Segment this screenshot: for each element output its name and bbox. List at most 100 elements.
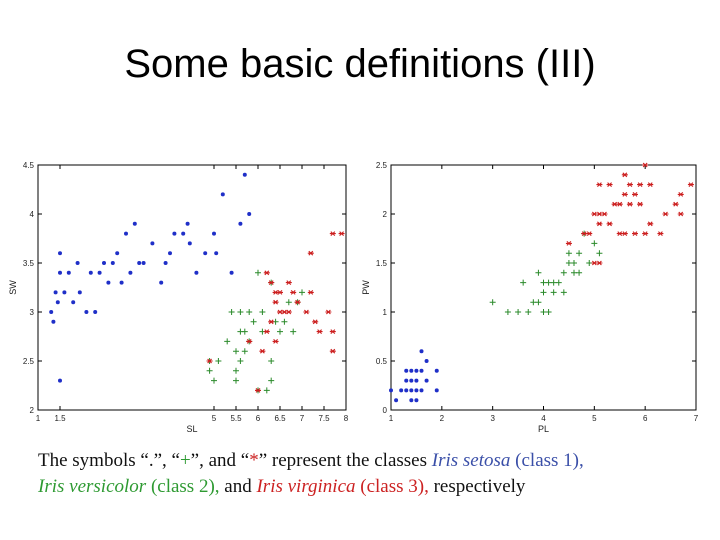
point-versicolor bbox=[560, 289, 567, 296]
point-setosa bbox=[399, 388, 404, 393]
point-virginica bbox=[329, 329, 336, 334]
caption-setosa-class: (class 1), bbox=[510, 450, 584, 471]
point-setosa bbox=[414, 388, 419, 393]
point-virginica bbox=[285, 280, 292, 285]
point-virginica bbox=[255, 388, 261, 393]
point-versicolor bbox=[545, 309, 552, 315]
point-virginica bbox=[263, 329, 270, 334]
point-setosa bbox=[84, 310, 89, 314]
point-setosa bbox=[181, 231, 186, 236]
point-setosa bbox=[414, 368, 419, 373]
point-setosa bbox=[62, 290, 67, 295]
point-virginica bbox=[626, 201, 633, 207]
x-tick-label: 6.5 bbox=[274, 414, 286, 423]
point-versicolor bbox=[550, 279, 557, 286]
caption-text-a: The symbols “.”, “ bbox=[38, 450, 180, 471]
x-tick-label: 6 bbox=[643, 414, 648, 423]
point-setosa bbox=[238, 221, 243, 226]
point-setosa bbox=[106, 280, 111, 285]
point-setosa bbox=[75, 261, 80, 265]
point-setosa bbox=[247, 212, 252, 216]
caption-versicolor-name: Iris versicolor bbox=[38, 476, 147, 497]
point-virginica bbox=[272, 299, 279, 305]
point-virginica bbox=[677, 192, 684, 197]
caption-star-symbol: * bbox=[249, 450, 259, 471]
caption-and: and bbox=[219, 476, 257, 497]
point-virginica bbox=[637, 182, 644, 187]
point-versicolor bbox=[560, 269, 567, 276]
point-setosa bbox=[424, 359, 429, 363]
x-axis-label: PL bbox=[538, 424, 549, 434]
point-virginica bbox=[338, 231, 345, 236]
y-axis-label: PW bbox=[361, 280, 371, 295]
point-setosa bbox=[242, 172, 247, 177]
point-versicolor bbox=[268, 358, 275, 364]
scatter-pl-pw: 1 2 3 4 5 6 7 0 0.5 1 1.5 2 2.5 PL PW bbox=[361, 161, 699, 434]
point-virginica bbox=[606, 221, 613, 227]
point-virginica bbox=[307, 250, 314, 256]
x-tick-label: 7.5 bbox=[318, 414, 330, 423]
point-setosa bbox=[185, 221, 190, 226]
point-setosa bbox=[419, 388, 424, 393]
point-versicolor bbox=[255, 269, 261, 276]
point-versicolor bbox=[281, 318, 288, 325]
point-virginica bbox=[657, 231, 664, 236]
point-setosa bbox=[58, 270, 62, 275]
point-setosa bbox=[409, 388, 414, 393]
point-versicolor bbox=[576, 269, 583, 276]
y-tick-label: 0.5 bbox=[376, 357, 388, 366]
point-setosa bbox=[53, 290, 58, 295]
x-tick-label: 5.5 bbox=[230, 414, 242, 423]
point-virginica bbox=[621, 172, 628, 178]
caption-setosa-name: Iris setosa bbox=[431, 450, 511, 471]
y-tick-label: 4 bbox=[30, 210, 35, 219]
point-virginica bbox=[596, 260, 603, 266]
point-virginica bbox=[637, 201, 644, 207]
y-tick-label: 3.5 bbox=[23, 259, 35, 268]
point-versicolor bbox=[268, 377, 275, 384]
plot-frame bbox=[390, 164, 697, 411]
caption-text-b: ”, and “ bbox=[190, 450, 250, 471]
point-virginica bbox=[687, 182, 694, 187]
point-versicolor bbox=[520, 279, 527, 286]
point-virginica bbox=[591, 260, 598, 266]
point-virginica bbox=[259, 348, 266, 354]
point-setosa bbox=[141, 261, 146, 265]
point-virginica bbox=[611, 201, 618, 207]
point-virginica bbox=[277, 290, 283, 295]
point-virginica bbox=[246, 339, 253, 344]
point-versicolor bbox=[290, 328, 297, 335]
x-axis-label: SL bbox=[186, 424, 197, 434]
point-setosa bbox=[414, 378, 419, 383]
point-versicolor bbox=[571, 260, 577, 266]
point-setosa bbox=[434, 368, 439, 373]
point-setosa bbox=[88, 270, 93, 275]
point-setosa bbox=[404, 368, 409, 373]
point-versicolor bbox=[591, 240, 598, 247]
point-versicolor bbox=[241, 328, 248, 335]
point-setosa bbox=[434, 388, 439, 393]
point-versicolor bbox=[515, 309, 522, 315]
point-virginica bbox=[606, 182, 613, 187]
point-virginica bbox=[596, 182, 603, 187]
x-tick-label: 8 bbox=[344, 414, 349, 423]
point-virginica bbox=[586, 231, 593, 236]
point-versicolor bbox=[545, 279, 552, 286]
point-setosa bbox=[93, 310, 98, 314]
point-setosa bbox=[212, 231, 216, 236]
point-virginica bbox=[303, 309, 310, 315]
point-setosa bbox=[389, 388, 393, 393]
point-versicolor bbox=[211, 377, 217, 384]
point-virginica bbox=[632, 231, 638, 236]
y-tick-label: 2 bbox=[383, 210, 388, 219]
point-setosa bbox=[214, 251, 219, 256]
point-virginica bbox=[672, 201, 679, 207]
x-tick-label: 1 bbox=[36, 414, 41, 423]
point-versicolor bbox=[530, 299, 537, 306]
point-versicolor bbox=[237, 358, 244, 364]
point-setosa bbox=[419, 349, 424, 354]
point-virginica bbox=[626, 182, 633, 187]
point-versicolor bbox=[206, 367, 213, 374]
point-virginica bbox=[329, 348, 336, 354]
x-tick-label: 7 bbox=[300, 414, 305, 423]
